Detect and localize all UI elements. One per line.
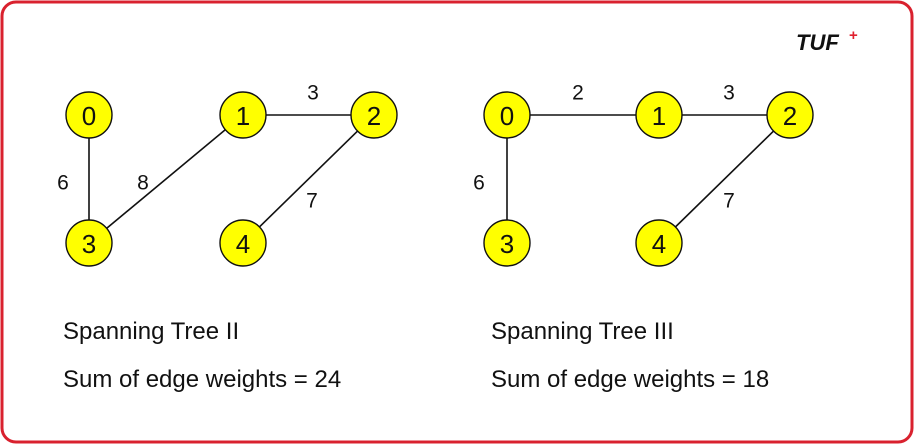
- logo-text: TUF: [796, 30, 839, 55]
- tree-ii-sum: Sum of edge weights = 24: [63, 366, 342, 393]
- logo-plus: +: [849, 27, 858, 44]
- node-4: [219, 219, 267, 267]
- spanning-tree-ii-graph: 6 8 3 7 0 1 2 3 4: [57, 82, 398, 267]
- node-label-4: 4: [236, 229, 250, 259]
- node-2: [766, 91, 814, 139]
- edge-weight-1-3: 8: [137, 172, 149, 195]
- edge-2-4: [242, 114, 375, 244]
- spanning-tree-iii-graph: 2 3 6 7 0 1 2 3 4: [473, 82, 814, 267]
- tree-iii-title: Spanning Tree III: [491, 318, 674, 345]
- node-label-3: 3: [500, 229, 514, 259]
- node-label-2: 2: [783, 101, 797, 131]
- node-label-0: 0: [500, 101, 514, 131]
- node-label-1: 1: [652, 101, 666, 131]
- node-4: [635, 219, 683, 267]
- node-3: [483, 219, 531, 267]
- edge-weight-2-4: 7: [723, 190, 735, 213]
- edge-weight-0-3: 6: [57, 172, 69, 195]
- node-0: [65, 91, 113, 139]
- node-label-0: 0: [82, 101, 96, 131]
- edge-1-3: [88, 114, 244, 244]
- node-1: [635, 91, 683, 139]
- node-label-1: 1: [236, 101, 250, 131]
- node-label-3: 3: [82, 229, 96, 259]
- tree-iii-sum: Sum of edge weights = 18: [491, 366, 770, 393]
- edge-2-4: [658, 114, 791, 244]
- edge-weight-2-4: 7: [306, 190, 318, 213]
- tree-ii-title: Spanning Tree II: [63, 318, 240, 345]
- node-0: [483, 91, 531, 139]
- edge-weight-0-1: 2: [572, 82, 584, 105]
- edge-weight-1-2: 3: [307, 82, 319, 105]
- node-1: [219, 91, 267, 139]
- edge-weight-0-3: 6: [473, 172, 485, 195]
- node-label-4: 4: [652, 229, 666, 259]
- node-2: [350, 91, 398, 139]
- tuf-logo: TUF +: [796, 27, 858, 55]
- node-3: [65, 219, 113, 267]
- node-label-2: 2: [367, 101, 381, 131]
- edge-weight-1-2: 3: [723, 82, 735, 105]
